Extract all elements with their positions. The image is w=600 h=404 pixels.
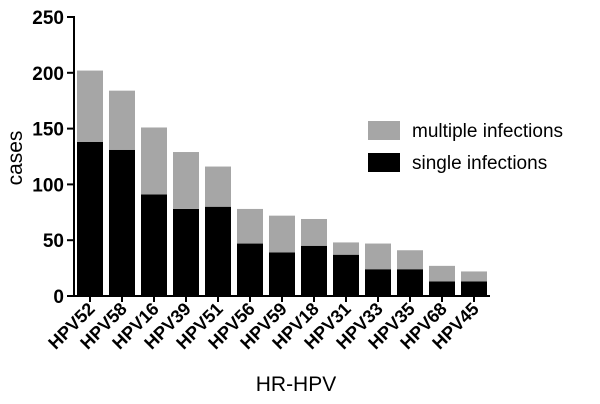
bar-segment bbox=[333, 254, 359, 296]
legend-label: multiple infections bbox=[412, 121, 563, 142]
legend-swatch bbox=[368, 153, 400, 172]
bar-segment bbox=[77, 70, 103, 142]
bar-segment bbox=[237, 208, 263, 244]
bar-segment bbox=[333, 242, 359, 255]
bar-segment bbox=[173, 152, 199, 209]
bar-segment bbox=[109, 90, 135, 150]
y-tick-label: 250 bbox=[32, 8, 64, 29]
bar-segment bbox=[397, 250, 423, 270]
bar-segment bbox=[77, 141, 103, 296]
bar-segment bbox=[301, 218, 327, 246]
y-tick-label: 100 bbox=[32, 175, 64, 196]
bar-segment bbox=[429, 281, 455, 296]
y-tick-label: 150 bbox=[32, 120, 64, 141]
bar-segment bbox=[301, 245, 327, 296]
bar-segment bbox=[269, 215, 295, 253]
bar-segment bbox=[429, 265, 455, 282]
bar-segment bbox=[173, 208, 199, 296]
legend-swatch bbox=[368, 121, 400, 140]
bar-segment bbox=[365, 269, 391, 296]
bar-segment bbox=[269, 252, 295, 296]
x-axis-label: HR-HPV bbox=[256, 373, 337, 396]
bar-segment bbox=[205, 206, 231, 296]
bar-segment bbox=[237, 243, 263, 296]
bar-segment bbox=[461, 271, 487, 282]
y-tick-label: 0 bbox=[53, 287, 64, 308]
y-axis-label: cases bbox=[4, 131, 27, 186]
bar-segment bbox=[461, 281, 487, 296]
bar-segment bbox=[365, 243, 391, 270]
bar-segment bbox=[141, 194, 167, 296]
bar-segment bbox=[109, 149, 135, 296]
bar-segment bbox=[141, 127, 167, 195]
legend-label: single infections bbox=[412, 153, 547, 174]
y-tick-label: 50 bbox=[43, 231, 64, 252]
y-tick-label: 200 bbox=[32, 64, 64, 85]
bar-segment bbox=[205, 166, 231, 207]
bar-segment bbox=[397, 269, 423, 296]
